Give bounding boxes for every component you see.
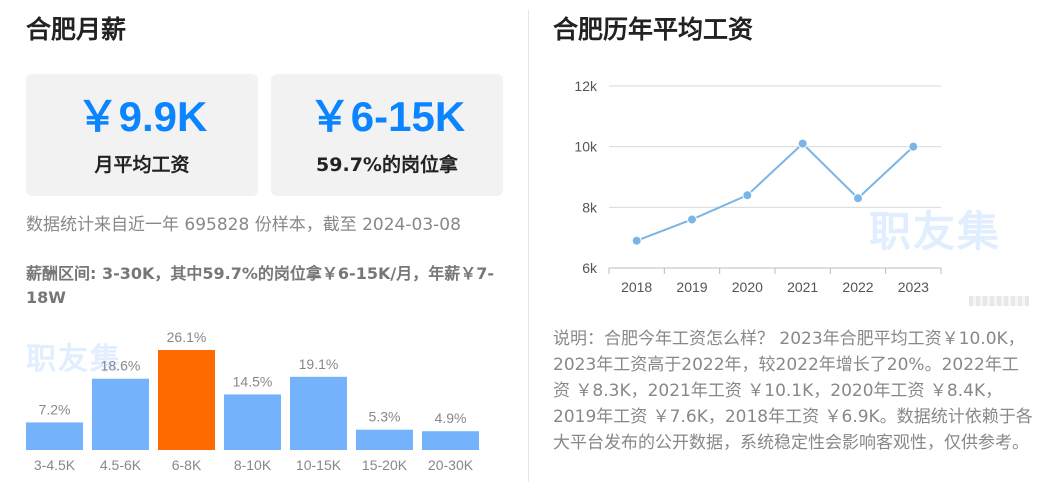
average-salary-caption: 月平均工资 <box>94 154 190 177</box>
x-tick-label: 2020 <box>732 279 763 295</box>
salary-point <box>687 214 697 225</box>
salary-bar <box>224 394 281 450</box>
bar-category-label: 6-8K <box>172 457 202 473</box>
salary-point <box>853 193 863 204</box>
panel-divider <box>528 10 529 482</box>
salary-range-summary: 薪酬区间: 3-30K，其中59.7%的岗位拿￥6-15K/月，年薪￥7-18W <box>26 264 494 307</box>
x-tick-label: 2021 <box>787 279 818 295</box>
bar-category-label: 4.5-6K <box>100 457 142 473</box>
bar-category-label: 10-15K <box>296 457 342 473</box>
data-source-text: 数据统计来自近一年 695828 份样本，截至 2024-03-08 <box>26 215 461 235</box>
salary-range-value: ￥6-15K <box>308 93 466 140</box>
y-tick-label: 6k <box>582 260 598 276</box>
bar-value-label: 14.5% <box>233 373 273 389</box>
salary-distribution-chart: 7.2% 3-4.5K 18.6% 4.5-6K 26.1% 6-8K 14.5% 8-10K… <box>26 329 479 473</box>
bar-value-label: 4.9% <box>435 410 467 426</box>
bar-value-label: 26.1% <box>167 329 207 345</box>
y-tick-label: 12k <box>574 78 598 94</box>
salary-point <box>742 190 753 201</box>
bar-category-label: 3-4.5K <box>34 457 76 473</box>
salary-bar <box>422 431 479 450</box>
yearly-salary-panel: 合肥历年平均工资 6k 8k 10k 12k 2018 2019 2020 2021 2022 2… <box>529 0 1045 482</box>
salary-point <box>797 138 808 149</box>
x-tick-label: 2022 <box>842 279 873 295</box>
x-tick-label: 2023 <box>898 279 929 295</box>
x-tick-label: 2018 <box>621 279 652 295</box>
average-salary-card: ￥9.9K 月平均工资 <box>26 74 258 196</box>
salary-point <box>631 235 642 246</box>
x-tick-label: 2019 <box>676 279 707 295</box>
salary-bar <box>290 376 347 450</box>
salary-bar <box>356 429 413 450</box>
salary-range-caption: 59.7%的岗位拿 <box>316 154 458 177</box>
bar-value-label: 18.6% <box>101 358 141 374</box>
bar-category-label: 8-10K <box>234 457 272 473</box>
monthly-salary-title: 合肥月薪 <box>26 15 127 44</box>
bar-category-label: 20-30K <box>428 457 474 473</box>
salary-bar <box>158 350 215 450</box>
y-tick-label: 10k <box>574 139 598 155</box>
monthly-salary-panel: 合肥月薪 ￥9.9K 月平均工资 ￥6-15K 59.7%的岗位拿 数据统计来自… <box>26 15 503 473</box>
salary-trend-line <box>636 142 915 242</box>
y-tick-label: 8k <box>582 199 598 215</box>
yearly-salary-chart: 6k 8k 10k 12k 2018 2019 2020 2021 2022 2023 <box>574 78 942 295</box>
blurred-decoration <box>969 296 1029 306</box>
bar-category-label: 15-20K <box>362 457 408 473</box>
salary-bar <box>92 378 149 450</box>
salary-point <box>908 141 919 152</box>
salary-range-card: ￥6-15K 59.7%的岗位拿 <box>271 74 503 196</box>
average-salary-value: ￥9.9K <box>76 93 208 140</box>
bar-value-label: 19.1% <box>299 356 339 372</box>
yearly-salary-note: 说明：合肥今年工资怎么样？ 2023年合肥平均工资￥10.0K，2023年工资高… <box>553 329 1033 453</box>
yearly-salary-title: 合肥历年平均工资 <box>553 15 754 44</box>
bar-value-label: 5.3% <box>369 409 401 425</box>
bar-value-label: 7.2% <box>39 401 71 417</box>
salary-bar <box>26 422 83 450</box>
